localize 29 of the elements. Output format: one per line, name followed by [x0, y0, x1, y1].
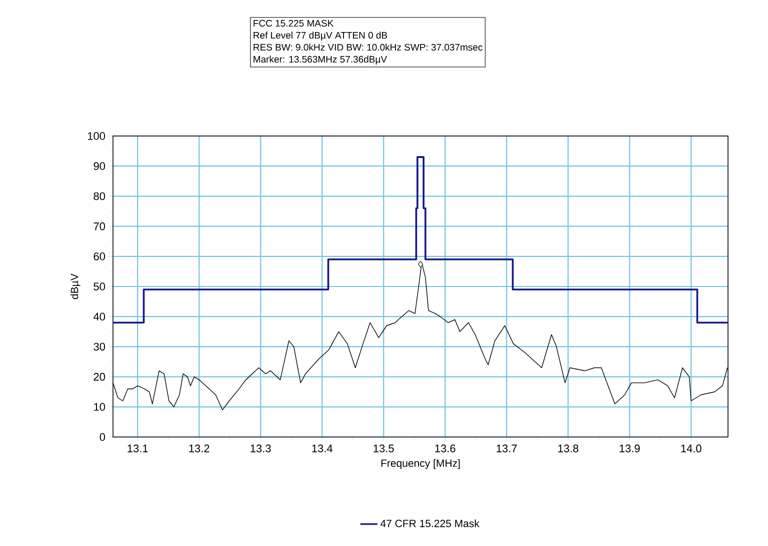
y-tick-label: 50	[94, 282, 106, 290]
x-tick-label: 13.1	[128, 444, 148, 452]
text: RES BW: 9.0kHz VID BW: 10.0kHz SWP: 37.037msec	[254, 44, 482, 51]
y-tick-label: 60	[94, 252, 106, 260]
x-tick-label: 13.5	[374, 444, 394, 452]
y-tick-label: 40	[93, 312, 106, 320]
x-tick-label: 13.8	[558, 444, 578, 452]
x-tick-label: 13.7	[496, 444, 517, 452]
y-tick-label: 20	[94, 372, 106, 381]
x-tick-label: 13.3	[250, 444, 271, 452]
text: Marker: 13.563MHz 57.36dBµV	[254, 56, 387, 65]
line-series	[112, 156, 729, 324]
text: Ref Level 77 dBµV ATTEN 0 dB	[254, 32, 388, 41]
y-tick-label: 70	[94, 222, 106, 230]
y-tick-label: 80	[94, 192, 106, 200]
y-tick-label: 100	[88, 132, 106, 140]
x-tick-label: 13.9	[620, 444, 640, 452]
x-tick-label: 13.6	[435, 444, 456, 452]
x-tick-label: 13.4	[312, 444, 332, 452]
y-tick-label: 90	[94, 162, 106, 170]
y-tick-label: 30	[94, 342, 106, 351]
chart-title: FCC 15.225 MASK	[254, 20, 334, 27]
legend-label: 47 CFR 15.225 Mask	[380, 519, 480, 528]
y-axis-title: dBµV	[70, 274, 80, 300]
x-tick-label: 13.2	[189, 444, 210, 452]
y-tick-label: 10	[94, 403, 106, 411]
x-tick-label: 14.0	[681, 444, 702, 452]
x-axis-title: Frequency [MHz]	[381, 459, 460, 469]
y-tick-label: 0	[100, 433, 106, 441]
